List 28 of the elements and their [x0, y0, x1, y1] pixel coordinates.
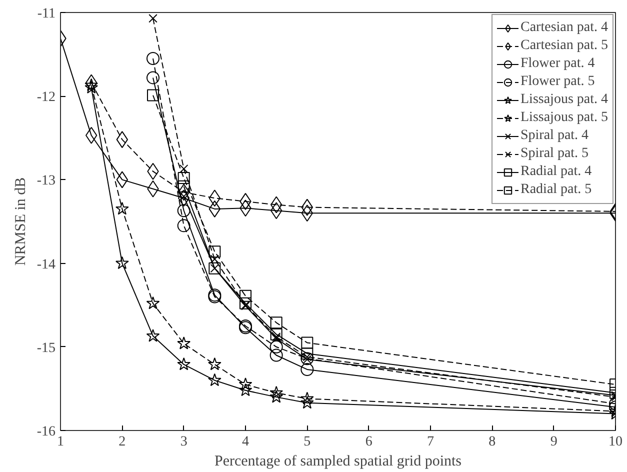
x-tick-label: 5	[304, 434, 311, 450]
legend-label: Radial pat. 4	[520, 163, 592, 181]
legend-label: Cartesian pat. 4	[520, 19, 608, 37]
x-tick-label: 1	[57, 434, 64, 450]
x-tick-label: 7	[427, 434, 434, 450]
legend-label: Flower pat. 4	[520, 55, 595, 73]
legend-label: Flower pat. 5	[520, 73, 595, 91]
x-tick-label: 9	[550, 434, 558, 450]
legend-label: Spiral pat. 4	[520, 127, 589, 145]
y-axis-title: NRMSE in dB	[12, 177, 29, 266]
x-axis-title: Percentage of sampled spatial grid points	[214, 454, 462, 470]
y-tick-label: -16	[36, 424, 56, 440]
x-tick-label: 10	[608, 434, 622, 450]
legend-label: Radial pat. 5	[520, 181, 592, 199]
y-tick-label: -11	[37, 6, 56, 22]
legend-label: Cartesian pat. 5	[520, 37, 608, 55]
legend-label: Lissajous pat. 5	[520, 109, 608, 127]
x-tick-label: 2	[118, 434, 126, 450]
legend-label: Lissajous pat. 4	[520, 91, 608, 109]
y-tick-label: -13	[36, 174, 56, 189]
y-tick-label: -12	[36, 90, 56, 106]
x-tick-label: 4	[242, 434, 249, 450]
x-tick-label: 6	[365, 434, 372, 450]
x-tick-label: 3	[180, 434, 188, 450]
x-tick-label: 8	[488, 434, 496, 450]
y-tick-label: -14	[36, 257, 56, 272]
y-tick-label: -15	[36, 340, 56, 356]
legend-label: Spiral pat. 5	[520, 145, 589, 163]
